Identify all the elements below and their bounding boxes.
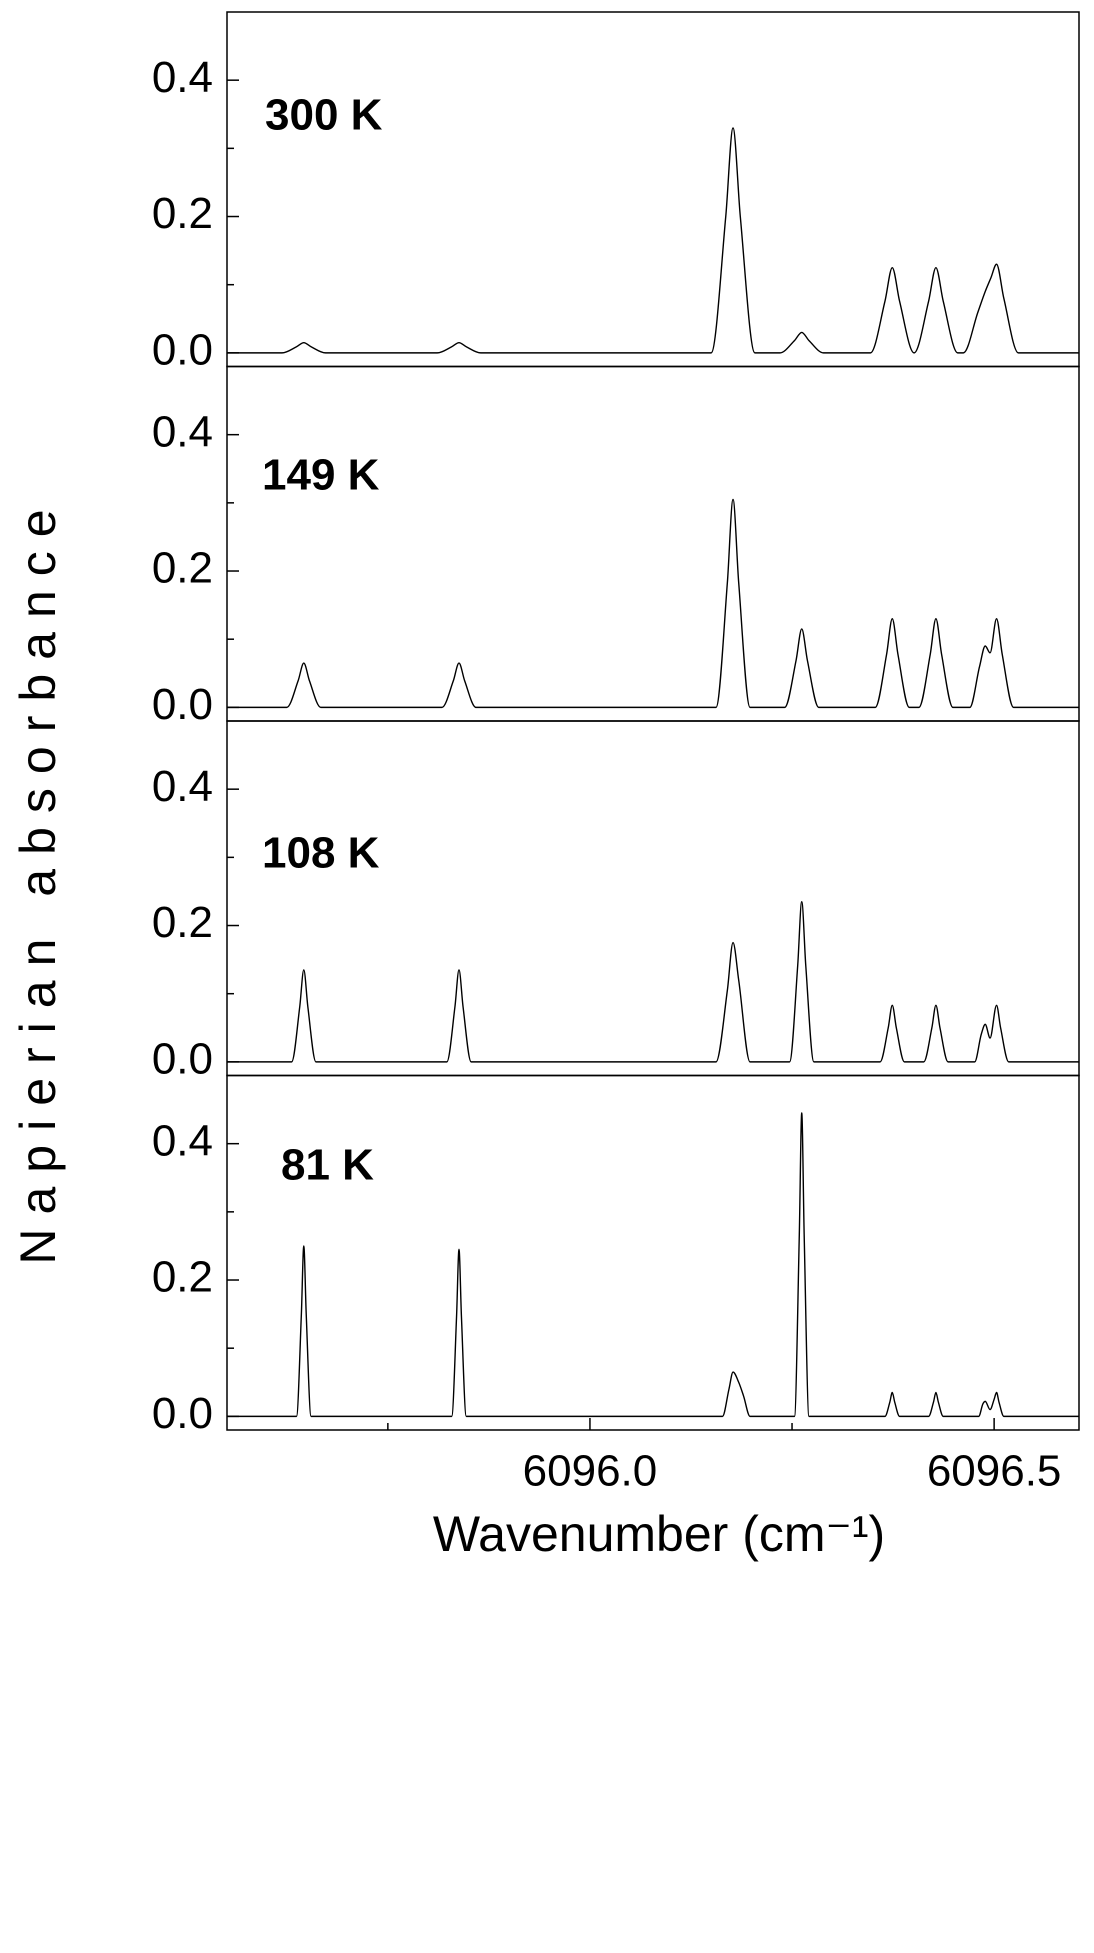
spectrum-line xyxy=(227,900,1079,1063)
panel-annotation: 108 K xyxy=(262,829,380,878)
y-tick-label: 0.4 xyxy=(152,53,213,102)
y-tick-label: 0.2 xyxy=(152,1253,213,1302)
spectrum-line xyxy=(226,498,1079,709)
panel-frame xyxy=(226,720,1080,1077)
y-tick-label: 0.0 xyxy=(152,1034,213,1083)
y-tick-label: 0.0 xyxy=(152,1389,213,1438)
panel-annotation: 149 K xyxy=(262,451,380,500)
x-axis-label: Wavenumber (cm⁻¹) xyxy=(433,1506,885,1562)
panel-frame xyxy=(226,365,1080,722)
panel-frame xyxy=(226,1074,1080,1431)
x-tick-label: 6096.5 xyxy=(927,1447,1062,1496)
y-tick-label: 0.0 xyxy=(152,325,213,374)
y-tick-label: 0.4 xyxy=(152,762,213,811)
y-tick-label: 0.0 xyxy=(152,680,213,729)
spectrum-line xyxy=(227,1112,1079,1418)
y-tick-label: 0.2 xyxy=(152,544,213,593)
y-tick-label: 0.2 xyxy=(152,189,213,238)
y-tick-label: 0.4 xyxy=(152,407,213,456)
y-axis-label: Napierian absorbance xyxy=(10,495,66,1264)
spectrum-line xyxy=(227,127,1079,354)
y-tick-label: 0.4 xyxy=(152,1116,213,1165)
panel-annotation: 300 K xyxy=(265,91,383,140)
x-tick-label: 6096.0 xyxy=(523,1447,658,1496)
panel-frame xyxy=(226,11,1080,368)
panel-annotation: 81 K xyxy=(281,1141,374,1190)
y-tick-label: 0.2 xyxy=(152,898,213,947)
